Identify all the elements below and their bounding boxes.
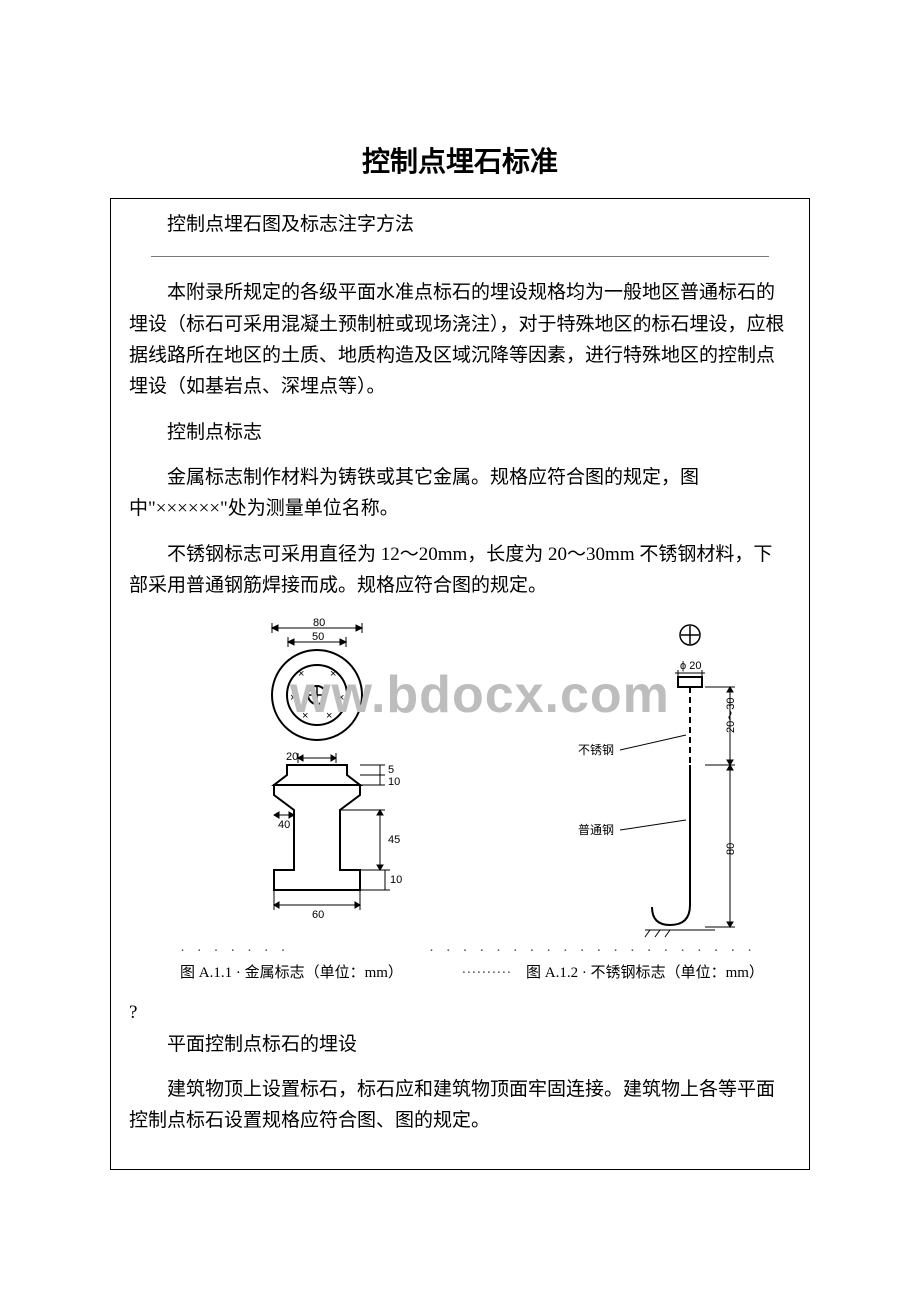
dim-diameter: ϕ 20 — [680, 660, 701, 672]
box-heading: 控制点埋石图及标志注字方法 — [111, 209, 809, 240]
figure-left: 80 50 × × — [190, 615, 450, 945]
svg-text:×: × — [330, 668, 336, 680]
question-mark: ? — [111, 997, 809, 1028]
dim-neck: 20 — [286, 751, 298, 763]
paragraph-2: 控制点标志 — [111, 417, 809, 448]
dim-base-h: 10 — [390, 874, 402, 886]
dim-cap-h1: 5 — [388, 764, 394, 776]
dim-bottom-seg: 80 — [725, 843, 737, 855]
label-plain: 普通钢 — [578, 823, 614, 837]
dim-body: 45 — [388, 834, 400, 846]
svg-text:×: × — [298, 668, 304, 680]
dim-cap-h2: 10 — [388, 776, 400, 788]
dim-top-outer: 80 — [313, 617, 325, 629]
divider — [151, 256, 769, 257]
paragraph-1: 本附录所规定的各级平面水准点标石的埋设规格均为一般地区普通标石的埋设（标石可采用… — [111, 277, 809, 402]
paragraph-3: 金属标志制作材料为铸铁或其它金属。规格应符合图的规定，图中"××××××"处为测… — [111, 462, 809, 525]
dim-base-w: 60 — [312, 909, 324, 921]
page-title: 控制点埋石标准 — [110, 140, 810, 180]
dim-shoulder: 40 — [278, 819, 290, 831]
figure-right: ϕ 20 — [520, 615, 770, 945]
content-box: 控制点埋石图及标志注字方法 本附录所规定的各级平面水准点标石的埋设规格均为一般地… — [110, 198, 810, 1170]
figure-area: ww.bdocx.com 80 50 — [130, 615, 790, 985]
stainless-marker-svg: ϕ 20 — [520, 615, 770, 945]
paragraph-5: 平面控制点标石的埋设 — [111, 1029, 809, 1060]
svg-text:×: × — [338, 692, 344, 704]
svg-text:×: × — [326, 710, 332, 722]
dim-top-inner: 50 — [312, 631, 324, 643]
paragraph-4: 不锈钢标志可采用直径为 12～20mm，长度为 20～30mm 不锈钢材料，下部… — [111, 539, 809, 602]
caption-dots: ·········· — [447, 961, 526, 986]
svg-text:×: × — [290, 692, 296, 704]
svg-text:×: × — [302, 710, 308, 722]
dim-top-seg: 20～30 — [725, 698, 737, 733]
caption-right: 图 A.1.2 · 不锈钢标志（单位：mm） — [526, 961, 790, 986]
caption-row: 图 A.1.1 · 金属标志（单位：mm） ·········· 图 A.1.2… — [130, 961, 790, 986]
metal-marker-svg: 80 50 × × — [190, 615, 450, 945]
label-stainless: 不锈钢 — [578, 743, 614, 757]
caption-left: 图 A.1.1 · 金属标志（单位：mm） — [130, 961, 447, 986]
paragraph-6: 建筑物顶上设置标石，标石应和建筑物顶面牢固连接。建筑物上各等平面控制点标石设置规… — [111, 1074, 809, 1137]
